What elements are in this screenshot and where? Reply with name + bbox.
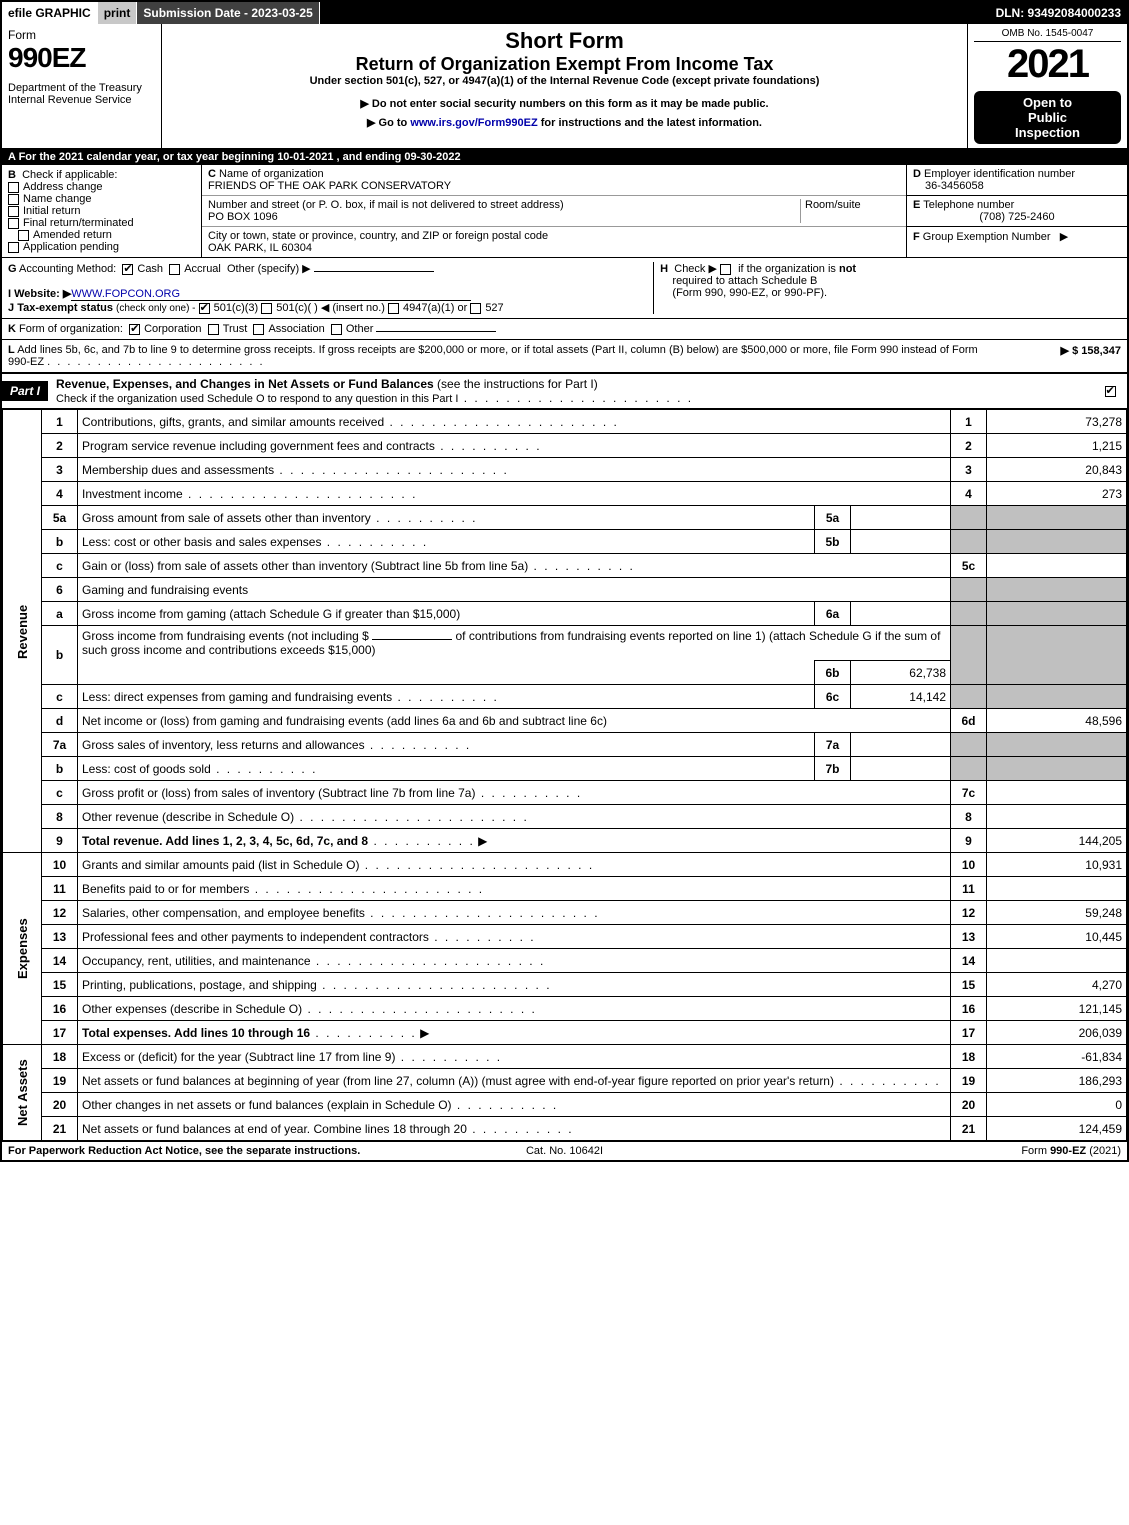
irs-link[interactable]: www.irs.gov/Form990EZ <box>410 117 537 129</box>
part1-title: Revenue, Expenses, and Changes in Net As… <box>56 374 1097 408</box>
expenses-label: Expenses <box>3 853 42 1045</box>
print-button[interactable]: print <box>98 2 138 24</box>
submission-date: Submission Date - 2023-03-25 <box>137 2 319 24</box>
open-public-badge: Open to Public Inspection <box>974 91 1121 144</box>
line2-value: 1,215 <box>987 434 1127 458</box>
short-form-title: Short Form <box>168 28 961 54</box>
under-section: Under section 501(c), 527, or 4947(a)(1)… <box>168 75 961 87</box>
line1-value: 73,278 <box>987 410 1127 434</box>
line6b-value: 62,738 <box>851 661 951 685</box>
city-state-zip: OAK PARK, IL 60304 <box>208 242 312 254</box>
line17-value: 206,039 <box>987 1021 1127 1045</box>
gross-receipts: ▶ $ 158,347 <box>1001 344 1121 368</box>
line5c-value <box>987 554 1127 578</box>
line13-value: 10,445 <box>987 925 1127 949</box>
line11-value <box>987 877 1127 901</box>
section-a: A For the 2021 calendar year, or tax yea… <box>2 149 1127 165</box>
dln: DLN: 93492084000233 <box>990 2 1127 24</box>
footer-right: Form 990-EZ (2021) <box>750 1145 1121 1157</box>
revenue-label: Revenue <box>3 410 42 853</box>
line10-value: 10,931 <box>987 853 1127 877</box>
phone: (708) 725-2460 <box>913 211 1121 223</box>
section-c: C Name of organization FRIENDS OF THE OA… <box>202 165 907 257</box>
line9-value: 144,205 <box>987 829 1127 853</box>
section-g: G Accounting Method: Cash Accrual Other … <box>8 262 653 314</box>
line18-value: -61,834 <box>987 1045 1127 1069</box>
irs-label: Internal Revenue Service <box>8 94 155 106</box>
line19-value: 186,293 <box>987 1069 1127 1093</box>
return-title: Return of Organization Exempt From Incom… <box>168 54 961 75</box>
line20-value: 0 <box>987 1093 1127 1117</box>
line21-value: 124,459 <box>987 1117 1127 1141</box>
omb-number: OMB No. 1545-0047 <box>974 28 1121 42</box>
topbar: efile GRAPHIC print Submission Date - 20… <box>2 2 1127 24</box>
line12-value: 59,248 <box>987 901 1127 925</box>
no-ssn-note: Do not enter social security numbers on … <box>168 97 961 110</box>
section-k: K Form of organization: Corporation Trus… <box>2 319 1127 340</box>
section-h: H Check ▶ if the organization is not req… <box>653 262 1121 314</box>
line16-value: 121,145 <box>987 997 1127 1021</box>
org-name: FRIENDS OF THE OAK PARK CONSERVATORY <box>208 180 451 192</box>
line15-value: 4,270 <box>987 973 1127 997</box>
efile-label: efile GRAPHIC <box>2 2 98 24</box>
line6d-value: 48,596 <box>987 709 1127 733</box>
goto-line: ▶ Go to www.irs.gov/Form990EZ for instru… <box>168 116 961 129</box>
line7c-value <box>987 781 1127 805</box>
section-def: D Employer identification number 36-3456… <box>907 165 1127 257</box>
form-word: Form <box>8 28 155 42</box>
room-suite-label: Room/suite <box>800 199 900 223</box>
line3-value: 20,843 <box>987 458 1127 482</box>
line6c-value: 14,142 <box>851 685 951 709</box>
section-l: L Add lines 5b, 6c, and 7b to line 9 to … <box>2 340 1127 373</box>
line8-value <box>987 805 1127 829</box>
footer: For Paperwork Reduction Act Notice, see … <box>2 1141 1127 1160</box>
net-assets-label: Net Assets <box>3 1045 42 1141</box>
section-b: B Check if applicable: Address change Na… <box>2 165 202 257</box>
dept-treasury: Department of the Treasury <box>8 82 155 94</box>
line4-value: 273 <box>987 482 1127 506</box>
website-link[interactable]: WWW.FOPCON.ORG <box>71 288 471 301</box>
part1-label: Part I <box>2 381 48 401</box>
tax-year: 2021 <box>974 42 1121 87</box>
line14-value <box>987 949 1127 973</box>
street-address: PO BOX 1096 <box>208 211 278 223</box>
ein: 36-3456058 <box>913 180 984 192</box>
footer-left: For Paperwork Reduction Act Notice, see … <box>8 1145 379 1157</box>
form-number: 990EZ <box>8 42 155 74</box>
part1-table: Revenue 1Contributions, gifts, grants, a… <box>2 409 1127 1141</box>
part1-checkbox <box>1097 384 1127 398</box>
footer-mid: Cat. No. 10642I <box>379 1145 750 1157</box>
